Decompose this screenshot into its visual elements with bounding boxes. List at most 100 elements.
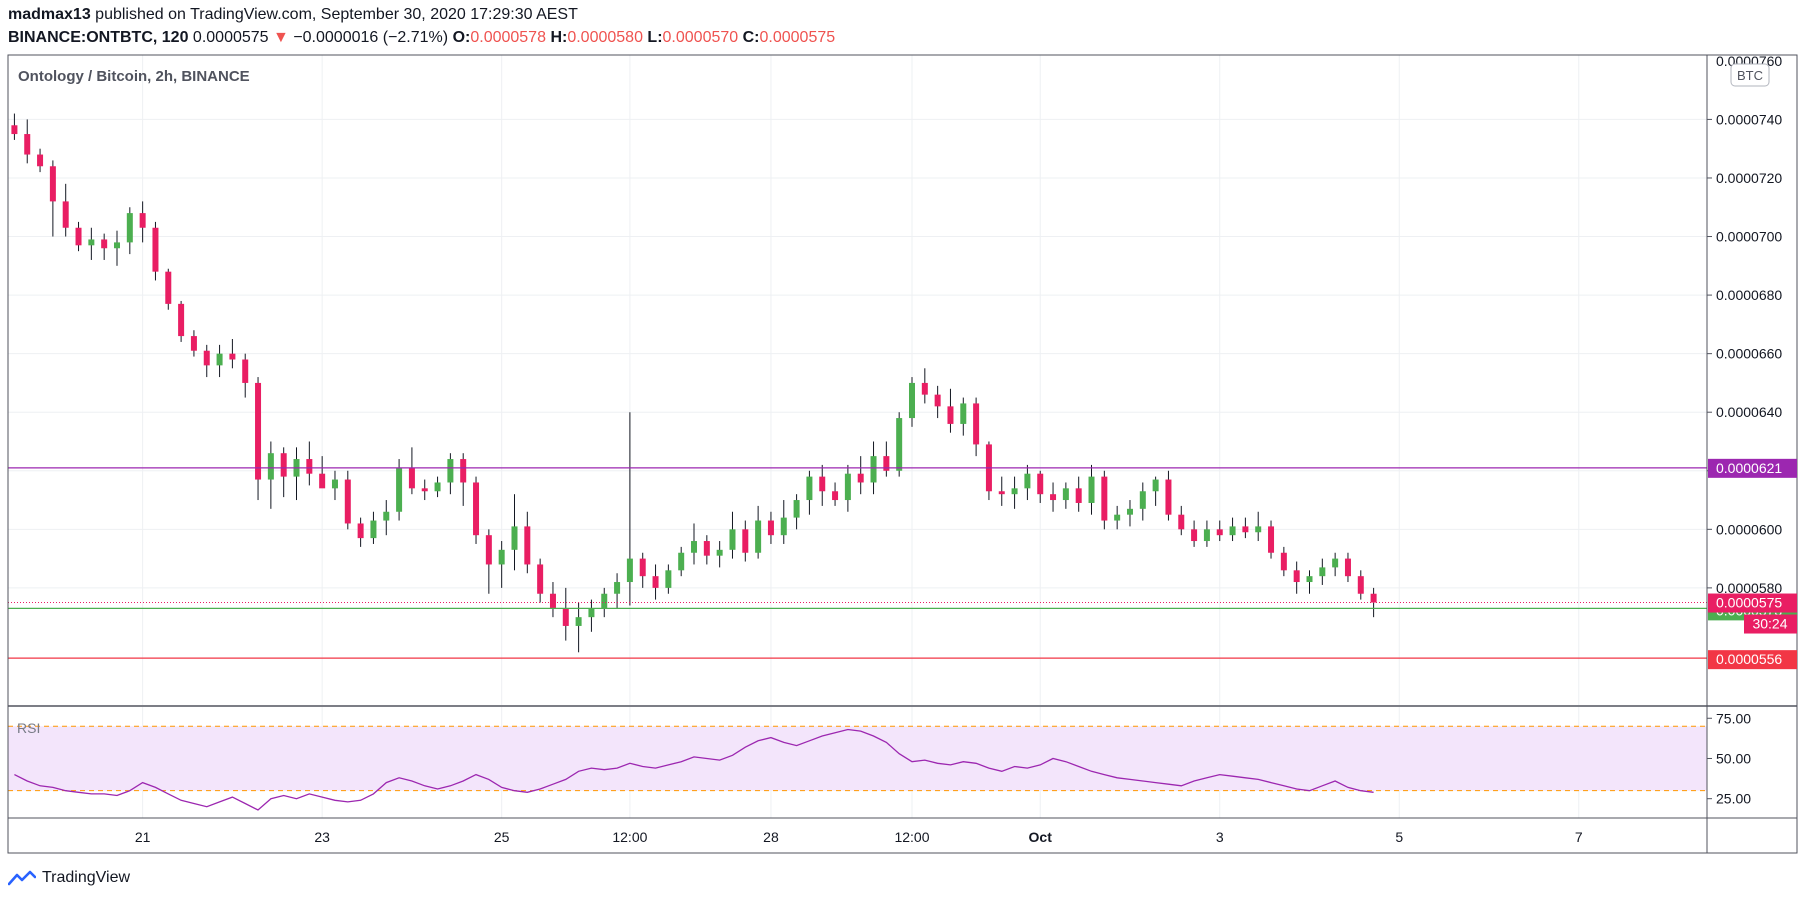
high-value: 0.0000580 <box>567 29 643 46</box>
candle-down <box>460 459 467 483</box>
time-tick-label: 25 <box>494 829 510 845</box>
candle-up <box>1255 526 1262 533</box>
candle-down <box>1268 526 1275 553</box>
currency-badge[interactable]: BTC <box>1730 63 1770 87</box>
candle-down <box>1050 494 1057 501</box>
candle-up <box>678 552 685 571</box>
candle-down <box>652 576 659 588</box>
chart-title: Ontology / Bitcoin, 2h, BINANCE <box>18 68 250 85</box>
close-value: 0.0000575 <box>759 29 836 46</box>
candle-down <box>883 456 890 471</box>
price-tick-label: 0.0000640 <box>1716 404 1782 420</box>
open-value: 0.0000578 <box>470 29 546 46</box>
candle-down <box>485 535 492 565</box>
rsi-tick-label: 50.00 <box>1716 750 1751 766</box>
candle-down <box>639 558 646 577</box>
candle-up <box>601 593 608 609</box>
rsi-label: RSI <box>17 720 40 736</box>
chart-frame <box>7 54 1798 854</box>
candle-up <box>665 570 672 588</box>
candle-up <box>1139 491 1146 509</box>
candle-down <box>998 491 1005 495</box>
candle-down <box>101 239 108 249</box>
candle-down <box>242 359 249 383</box>
candle-down <box>767 520 774 536</box>
candle-down <box>1037 473 1044 495</box>
price-tick-label: 0.0000720 <box>1716 170 1782 186</box>
countdown-tag <box>1744 614 1797 634</box>
candle-up <box>1306 576 1313 583</box>
candle-down <box>1075 488 1082 503</box>
candle-down <box>1178 514 1185 530</box>
open-label: O: <box>452 29 471 46</box>
price-tick-label: 0.0000600 <box>1716 521 1782 537</box>
author-name[interactable]: madmax13 <box>8 6 91 23</box>
candle-down <box>934 394 941 407</box>
time-tick-label: 5 <box>1395 829 1403 845</box>
candle-down <box>139 213 146 228</box>
footer-brand[interactable]: TradingView <box>8 866 130 890</box>
candle-up <box>216 353 223 366</box>
candle-up <box>691 541 698 553</box>
candle-up <box>1229 526 1236 536</box>
candle-down <box>524 526 531 565</box>
candle-down <box>1216 529 1223 536</box>
candle-down <box>408 467 415 489</box>
candle-up <box>626 558 633 583</box>
low-label: L: <box>647 29 663 46</box>
candle-up <box>383 511 390 521</box>
candle-down <box>165 271 172 304</box>
candle-down <box>11 125 18 135</box>
rsi-tick-label: 25.00 <box>1716 791 1751 807</box>
candle-down <box>1191 529 1198 542</box>
candle-down <box>1242 526 1249 533</box>
symbol-line: BINANCE:ONTBTC, 120 0.0000575 ▼ −0.00000… <box>8 28 835 48</box>
candle-up <box>1319 567 1326 577</box>
candle-down <box>549 593 556 609</box>
candle-up <box>588 608 595 618</box>
publish-line: madmax13 published on TradingView.com, S… <box>8 5 578 25</box>
candles <box>11 113 1377 653</box>
price-tick-label: 0.0000660 <box>1716 346 1782 362</box>
outer-frame <box>7 54 1798 854</box>
candle-down <box>306 459 313 474</box>
candle-up <box>1126 508 1133 515</box>
last-price: 0.0000575 <box>192 29 269 46</box>
candle-up <box>844 473 851 501</box>
candle-up <box>331 479 338 489</box>
axes: 0.00005800.00006000.00006200.00006400.00… <box>135 53 1797 845</box>
candle-up <box>755 520 762 553</box>
candle-up <box>126 213 133 243</box>
low-value: 0.0000570 <box>662 29 739 46</box>
resistance-tag <box>1708 458 1797 478</box>
candle-down <box>190 336 197 351</box>
candle-down <box>37 154 44 167</box>
candle-down <box>537 564 544 594</box>
last-price-tag <box>1708 593 1797 613</box>
horizontal-lines[interactable] <box>8 467 1707 659</box>
time-tick-label: 12:00 <box>612 829 647 845</box>
rsi-panel <box>8 725 1707 811</box>
candle-up <box>896 418 903 471</box>
candle-down <box>1165 479 1172 515</box>
candle-down <box>562 608 569 626</box>
candle-up <box>1152 479 1159 492</box>
candle-down <box>1344 558 1351 577</box>
candle-up <box>806 476 813 501</box>
candle-up <box>1062 488 1069 501</box>
candle-up <box>1011 488 1018 495</box>
candle-up <box>396 467 403 512</box>
rsi-tick-label: 75.00 <box>1716 710 1751 726</box>
candle-up <box>908 382 915 419</box>
symbol-name: BINANCE:ONTBTC, 120 <box>8 29 189 46</box>
candle-down <box>178 303 185 337</box>
published-text: published on TradingView.com, September … <box>90 6 578 23</box>
candle-up <box>716 549 723 556</box>
rsi-band <box>8 726 1707 791</box>
time-tick-label: 3 <box>1216 829 1224 845</box>
candle-down <box>49 166 56 202</box>
candle-down <box>1101 476 1108 521</box>
candle-down <box>921 382 928 395</box>
candle-up <box>793 500 800 518</box>
